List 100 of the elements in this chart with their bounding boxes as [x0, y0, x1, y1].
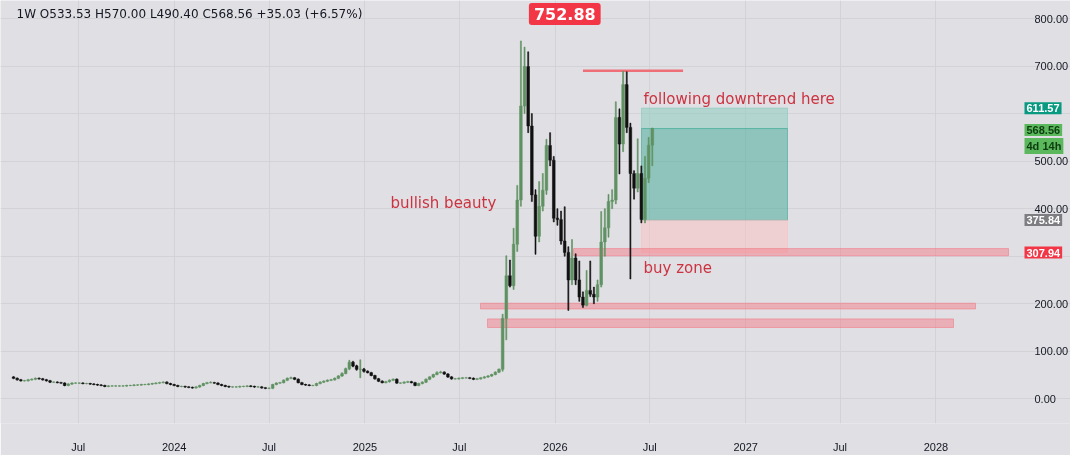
candlestick — [70, 382, 74, 385]
text: 752.88 — [533, 4, 596, 24]
candlestick — [19, 379, 23, 382]
candlestick — [617, 108, 622, 175]
x-tick-label: Jul — [452, 440, 467, 453]
candlestick — [66, 383, 70, 387]
candlestick — [183, 385, 187, 388]
x-tick-label: Jul — [642, 440, 657, 453]
annotation: 375.84 — [1026, 213, 1062, 226]
candlestick — [143, 383, 147, 386]
candlestick — [387, 379, 392, 383]
candlestick — [241, 385, 246, 388]
candlestick — [402, 381, 406, 384]
candlestick — [103, 384, 107, 388]
candlestick — [190, 386, 194, 389]
candlestick — [278, 381, 282, 384]
candlestick — [329, 379, 333, 382]
candlestick — [570, 239, 574, 286]
candlestick — [289, 376, 293, 380]
candlestick — [358, 359, 362, 379]
candlestick — [274, 382, 278, 386]
text: 1W O533.53 H570.00 L490.40 C568.56 +35.03 (+6.57%) — [16, 6, 363, 21]
candlestick — [322, 380, 326, 383]
candlestick — [307, 384, 311, 387]
candlestick — [139, 383, 143, 386]
candlestick — [475, 378, 479, 381]
candlestick — [201, 382, 205, 387]
candlestick — [176, 384, 180, 388]
candlestick — [446, 373, 450, 378]
candlestick — [311, 384, 315, 387]
y-tick-label: 200.00 — [1034, 297, 1069, 310]
candlestick — [33, 377, 38, 381]
y-tick-label: 100.00 — [1034, 345, 1069, 358]
candlestick — [37, 377, 41, 380]
candlestick — [165, 381, 169, 385]
candlestick — [614, 101, 618, 205]
candlestick — [267, 387, 271, 390]
candlestick — [460, 377, 465, 380]
annotation: 568.56 4d 14h — [1026, 123, 1062, 152]
candlestick — [216, 382, 220, 386]
candlestick — [227, 385, 231, 388]
candlestick — [285, 377, 289, 382]
y-tick-label: 500.00 — [1034, 155, 1069, 168]
candlestick — [179, 385, 184, 388]
candlestick — [132, 384, 136, 387]
candlestick — [365, 370, 370, 374]
candlestick — [30, 378, 34, 381]
x-tick-label: 2025 — [352, 440, 378, 453]
candlestick — [26, 379, 30, 382]
candlestick — [409, 380, 414, 384]
candlestick — [296, 378, 300, 384]
candlestick — [376, 378, 381, 382]
candlestick — [106, 385, 111, 388]
annotation: 611.57 — [1026, 102, 1060, 115]
candlestick — [482, 376, 487, 379]
x-tick-label: 2027 — [733, 440, 758, 453]
y-tick-label: 400.00 — [1034, 202, 1069, 215]
candlestick — [413, 381, 417, 387]
candlestick — [198, 384, 202, 388]
x-tick-label: Jul — [262, 440, 277, 453]
candlestick — [471, 377, 476, 381]
candlestick — [22, 379, 27, 382]
candlestick — [11, 376, 16, 380]
candlestick — [205, 381, 209, 385]
candlestick — [92, 383, 96, 386]
candlestick — [406, 380, 410, 383]
candlestick — [468, 377, 472, 380]
candlestick — [154, 382, 158, 385]
candlestick — [351, 360, 355, 368]
candlestick — [95, 383, 100, 386]
candlestick — [249, 385, 253, 388]
candlestick — [128, 384, 132, 387]
x-tick-label: 2026 — [543, 440, 568, 453]
candlestick — [252, 385, 257, 388]
candlestick — [303, 383, 308, 386]
annotation: buy zone — [643, 259, 712, 278]
candlestick — [263, 387, 268, 390]
candlestick — [212, 381, 216, 384]
candlestick — [282, 379, 286, 384]
candlestick — [125, 384, 129, 387]
x-tick-label: 2028 — [923, 440, 949, 453]
candlestick — [245, 385, 249, 388]
candlestick — [336, 375, 341, 380]
candlestick — [621, 71, 625, 152]
candlestick — [490, 373, 494, 377]
y-tick-label: 0.00 — [1034, 392, 1056, 405]
candlestick — [380, 380, 384, 384]
candlestick — [347, 359, 351, 371]
candlestick — [223, 384, 227, 388]
candlestick — [493, 371, 497, 376]
candlestick — [486, 375, 490, 378]
candlestick — [435, 371, 439, 376]
annotation: following downtrend here — [643, 90, 835, 109]
candlestick — [424, 378, 428, 383]
candlestick — [41, 378, 45, 381]
candlestick — [373, 374, 377, 380]
candlestick — [238, 385, 242, 388]
candlestick — [81, 382, 85, 385]
candlestick — [417, 382, 421, 387]
candlestick — [157, 381, 162, 384]
